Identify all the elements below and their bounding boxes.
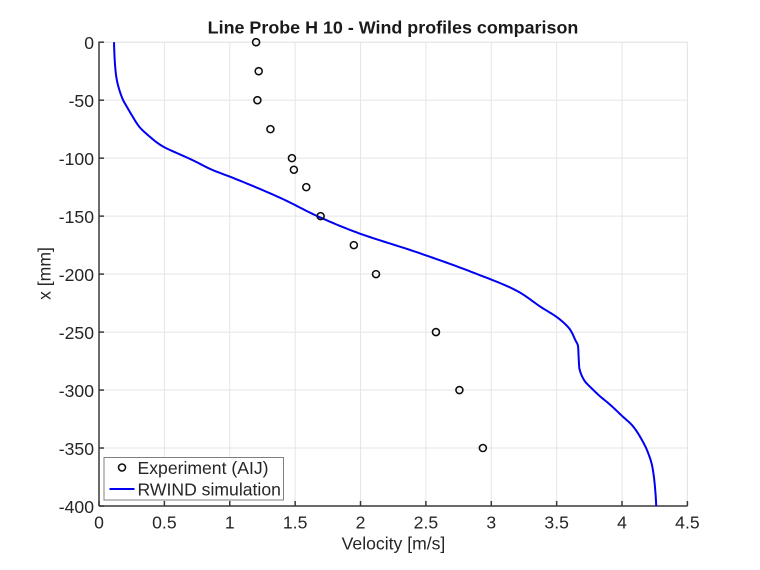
svg-text:3: 3: [486, 513, 496, 533]
svg-text:2: 2: [356, 513, 366, 533]
svg-text:0: 0: [94, 513, 104, 533]
svg-text:-50: -50: [69, 91, 95, 111]
svg-text:-300: -300: [59, 381, 94, 401]
svg-text:3.5: 3.5: [544, 513, 569, 533]
svg-text:Experiment (AIJ): Experiment (AIJ): [138, 458, 269, 478]
svg-text:2.5: 2.5: [414, 513, 439, 533]
svg-text:RWIND simulation: RWIND simulation: [138, 479, 281, 499]
svg-text:0.5: 0.5: [152, 513, 177, 533]
svg-text:-250: -250: [59, 323, 94, 343]
svg-text:0: 0: [84, 33, 94, 53]
svg-text:-400: -400: [59, 497, 94, 517]
svg-text:-100: -100: [59, 149, 94, 169]
svg-text:1.5: 1.5: [283, 513, 308, 533]
svg-text:-150: -150: [59, 207, 94, 227]
svg-text:-350: -350: [59, 439, 94, 459]
svg-text:x [mm]: x [mm]: [35, 247, 55, 300]
svg-text:4: 4: [617, 513, 627, 533]
svg-text:4.5: 4.5: [675, 513, 700, 533]
svg-text:Line Probe H 10 - Wind profile: Line Probe H 10 - Wind profiles comparis…: [208, 18, 579, 38]
svg-text:Velocity [m/s]: Velocity [m/s]: [342, 534, 446, 554]
svg-text:1: 1: [225, 513, 235, 533]
svg-text:-200: -200: [59, 265, 94, 285]
